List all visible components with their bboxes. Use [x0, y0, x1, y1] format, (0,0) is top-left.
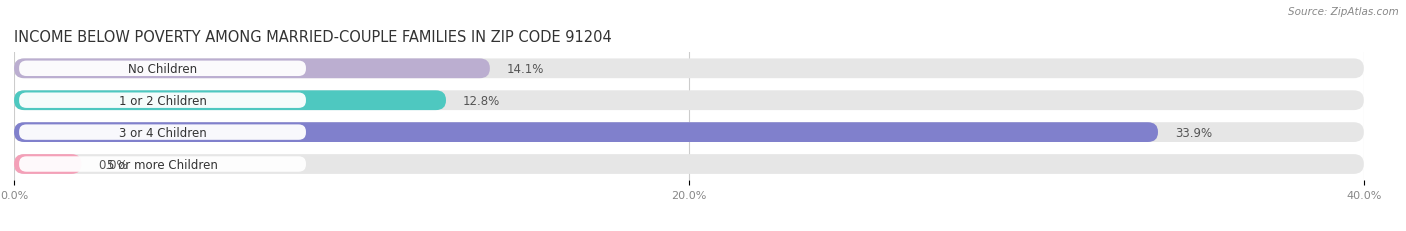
- Text: 33.9%: 33.9%: [1175, 126, 1212, 139]
- Text: 3 or 4 Children: 3 or 4 Children: [118, 126, 207, 139]
- Text: 12.8%: 12.8%: [463, 94, 501, 107]
- Text: 0.0%: 0.0%: [98, 158, 128, 171]
- FancyBboxPatch shape: [14, 155, 1364, 174]
- FancyBboxPatch shape: [14, 123, 1159, 142]
- FancyBboxPatch shape: [20, 61, 307, 77]
- FancyBboxPatch shape: [14, 91, 446, 111]
- Text: INCOME BELOW POVERTY AMONG MARRIED-COUPLE FAMILIES IN ZIP CODE 91204: INCOME BELOW POVERTY AMONG MARRIED-COUPL…: [14, 30, 612, 45]
- Text: Source: ZipAtlas.com: Source: ZipAtlas.com: [1288, 7, 1399, 17]
- FancyBboxPatch shape: [14, 123, 1364, 142]
- FancyBboxPatch shape: [20, 157, 307, 172]
- Text: 1 or 2 Children: 1 or 2 Children: [118, 94, 207, 107]
- FancyBboxPatch shape: [14, 59, 489, 79]
- Text: 14.1%: 14.1%: [506, 63, 544, 76]
- FancyBboxPatch shape: [14, 155, 82, 174]
- Text: No Children: No Children: [128, 63, 197, 76]
- FancyBboxPatch shape: [14, 59, 1364, 79]
- FancyBboxPatch shape: [14, 91, 1364, 111]
- FancyBboxPatch shape: [20, 93, 307, 108]
- Text: 5 or more Children: 5 or more Children: [107, 158, 218, 171]
- FancyBboxPatch shape: [20, 125, 307, 140]
